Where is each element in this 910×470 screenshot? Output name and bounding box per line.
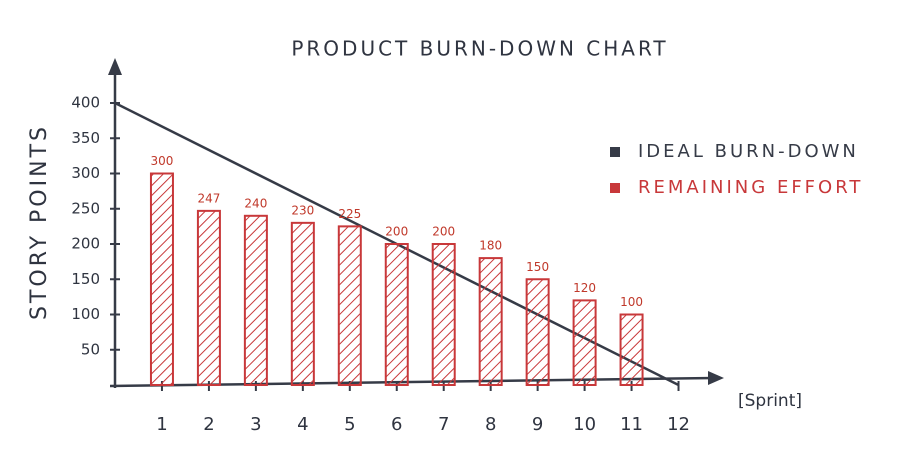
x-tick-label: 9 bbox=[532, 414, 543, 435]
y-axis-arrow bbox=[108, 58, 122, 75]
bar bbox=[290, 221, 315, 386]
legend-swatch bbox=[610, 183, 620, 193]
bar bbox=[149, 172, 174, 386]
x-tick-label: 4 bbox=[297, 414, 308, 435]
bar bbox=[243, 214, 268, 386]
x-tick-label: 3 bbox=[250, 414, 261, 435]
y-tick-label: 400 bbox=[71, 94, 100, 112]
bar bbox=[431, 243, 456, 386]
y-tick-label: 300 bbox=[71, 164, 100, 182]
x-axis-label: [Sprint] bbox=[738, 391, 802, 411]
legend-swatch bbox=[610, 147, 620, 157]
data-label: 230 bbox=[291, 203, 314, 217]
bar bbox=[196, 209, 221, 386]
bar bbox=[384, 243, 409, 386]
data-label: 300 bbox=[151, 154, 174, 168]
legend-label: REMAINING EFFORT bbox=[638, 177, 863, 198]
x-tick-label: 2 bbox=[203, 414, 214, 435]
data-label: 225 bbox=[338, 207, 361, 221]
bar bbox=[337, 225, 362, 386]
bar bbox=[525, 278, 550, 386]
x-tick-label: 6 bbox=[391, 414, 402, 435]
bar bbox=[478, 257, 503, 387]
y-axis-label: STORY POINTS bbox=[27, 124, 52, 320]
data-label: 200 bbox=[432, 225, 455, 239]
chart-title: PRODUCT BURN-DOWN CHART bbox=[291, 37, 668, 61]
data-label: 100 bbox=[620, 295, 643, 309]
data-label: 150 bbox=[526, 260, 549, 274]
y-tick-label: 350 bbox=[71, 129, 100, 147]
data-label: 120 bbox=[573, 281, 596, 295]
data-label: 180 bbox=[479, 239, 502, 253]
x-axis-arrow bbox=[708, 371, 724, 385]
x-tick-label: 7 bbox=[438, 414, 449, 435]
bar bbox=[619, 313, 644, 386]
data-label: 240 bbox=[244, 196, 267, 210]
y-tick-label: 50 bbox=[81, 340, 100, 358]
data-label: 200 bbox=[385, 225, 408, 239]
bar bbox=[572, 299, 597, 386]
x-tick-label: 12 bbox=[667, 414, 690, 435]
x-tick-label: 11 bbox=[620, 414, 643, 435]
y-tick-label: 100 bbox=[71, 305, 100, 323]
y-tick-label: 200 bbox=[71, 235, 100, 253]
y-tick-label: 250 bbox=[71, 199, 100, 217]
x-tick-label: 5 bbox=[344, 414, 355, 435]
x-tick-label: 8 bbox=[485, 414, 496, 435]
data-label: 247 bbox=[197, 191, 220, 205]
x-tick-label: 1 bbox=[156, 414, 167, 435]
y-tick-label: 150 bbox=[71, 270, 100, 288]
x-tick-label: 10 bbox=[573, 414, 596, 435]
legend-label: IDEAL BURN-DOWN bbox=[638, 141, 859, 162]
